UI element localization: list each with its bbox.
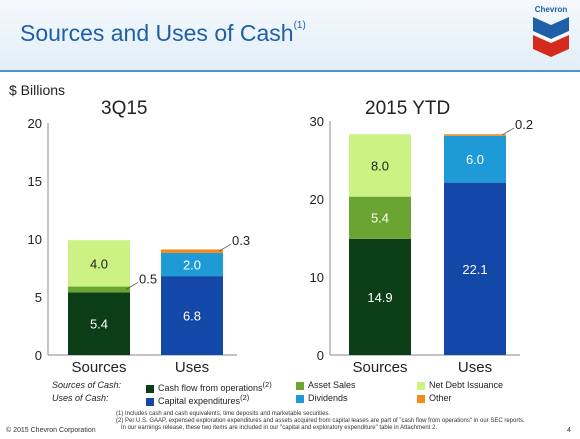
data-label: 5.4: [90, 317, 108, 332]
y-tick-label: 0: [35, 348, 42, 363]
copyright: © 2015 Chevron Corporation: [6, 427, 96, 434]
footnote-2: (2) Per U.S. GAAP, expensed exploration …: [116, 418, 525, 424]
data-label-leader: [218, 243, 232, 252]
data-label: 6.0: [466, 152, 484, 167]
legend-item-cash-flow: Cash flow from operations(2): [146, 380, 272, 393]
y-tick-label: 20: [310, 192, 324, 207]
data-label-leader: [501, 127, 515, 136]
legend-item-net-debt: Net Debt Issuance: [417, 380, 503, 390]
category-label: Sources: [352, 359, 407, 376]
legend-sources-label: Sources of Cash:: [52, 380, 121, 390]
y-tick-label: 5: [35, 290, 42, 305]
bar-asset-sales: [68, 286, 130, 293]
y-tick-label: 0: [317, 348, 324, 363]
data-label: 5.4: [371, 211, 389, 226]
chevron-logo: Chevron: [525, 5, 577, 61]
legend-label-sup: (2): [240, 393, 250, 402]
chevron-logo-text: Chevron: [534, 5, 568, 14]
y-tick-label: 15: [28, 174, 42, 189]
bar-other: [444, 134, 506, 136]
data-label: 0.2: [515, 117, 533, 132]
data-label: 8.0: [371, 158, 389, 173]
bar-capex: [161, 276, 223, 355]
category-label: Uses: [175, 359, 209, 376]
footnote-1: (1) Includes cash and cash equivalents, …: [116, 411, 331, 417]
data-label: 6.8: [183, 309, 201, 324]
legend-uses-label-text: Uses of Cash:: [52, 393, 109, 403]
legend-label: Cash flow from operations: [158, 383, 263, 393]
y-tick-label: 10: [28, 232, 42, 247]
legend-item-dividends: Dividends: [296, 393, 348, 403]
chevron-logo-icon: [533, 17, 569, 57]
legend-label: Capital expenditures: [158, 396, 241, 406]
data-label-leader: [125, 282, 139, 290]
legend-label: Dividends: [308, 393, 348, 403]
category-label: Uses: [458, 359, 492, 376]
chart-title-3q15: 3Q15: [101, 98, 148, 119]
data-label: 2.0: [183, 258, 201, 273]
units-label: $ Billions: [9, 82, 66, 98]
data-label: 0.3: [232, 233, 250, 248]
y-tick-label: 10: [310, 270, 324, 285]
page-number: 4: [567, 427, 571, 434]
y-tick-label: 30: [310, 114, 324, 129]
bar-asset-sales: [349, 196, 411, 239]
legend-swatch: [146, 384, 154, 393]
data-label: 22.1: [462, 262, 487, 277]
bar-cash-flow: [68, 292, 130, 355]
slide-header: [0, 0, 580, 70]
data-label: 0.5: [139, 271, 157, 286]
legend-label: Asset Sales: [308, 380, 356, 390]
legend-swatch: [417, 394, 425, 403]
bar-net-debt: [68, 240, 130, 287]
legend-label: Net Debt Issuance: [429, 380, 504, 390]
footnote-3: In our earnings release, these two items…: [121, 425, 438, 431]
legend-label: Other: [429, 393, 452, 403]
data-label: 4.0: [90, 256, 108, 271]
bar-dividends: [444, 135, 506, 183]
bar-capex: [444, 182, 506, 355]
slide-title-text: Sources and Uses of Cash: [20, 20, 294, 46]
legend-item-capex: Capital expenditures(2): [146, 393, 249, 406]
bar-dividends: [161, 252, 223, 277]
chart-title-2015-ytd: 2015 YTD: [365, 98, 451, 119]
legend-swatch: [146, 397, 154, 406]
legend-uses-label: Uses of Cash:: [52, 393, 109, 403]
legend-swatch: [417, 381, 425, 390]
data-label: 14.9: [367, 290, 392, 305]
slide-title: Sources and Uses of Cash(1): [20, 20, 306, 47]
header-divider: [0, 70, 580, 72]
legend-label-sup: (2): [262, 380, 272, 389]
category-label: Sources: [71, 359, 126, 376]
slide-title-footnote-ref: (1): [293, 20, 306, 32]
bar-net-debt: [349, 134, 411, 197]
y-tick-label: 20: [28, 116, 42, 131]
legend-swatch: [296, 381, 304, 390]
legend-sources-label-text: Sources of Cash:: [52, 380, 122, 390]
legend-item-asset-sales: Asset Sales: [296, 380, 356, 390]
legend-item-other: Other: [417, 393, 452, 403]
bar-other: [161, 249, 223, 253]
bar-cash-flow: [349, 238, 411, 355]
legend-swatch: [296, 394, 304, 403]
